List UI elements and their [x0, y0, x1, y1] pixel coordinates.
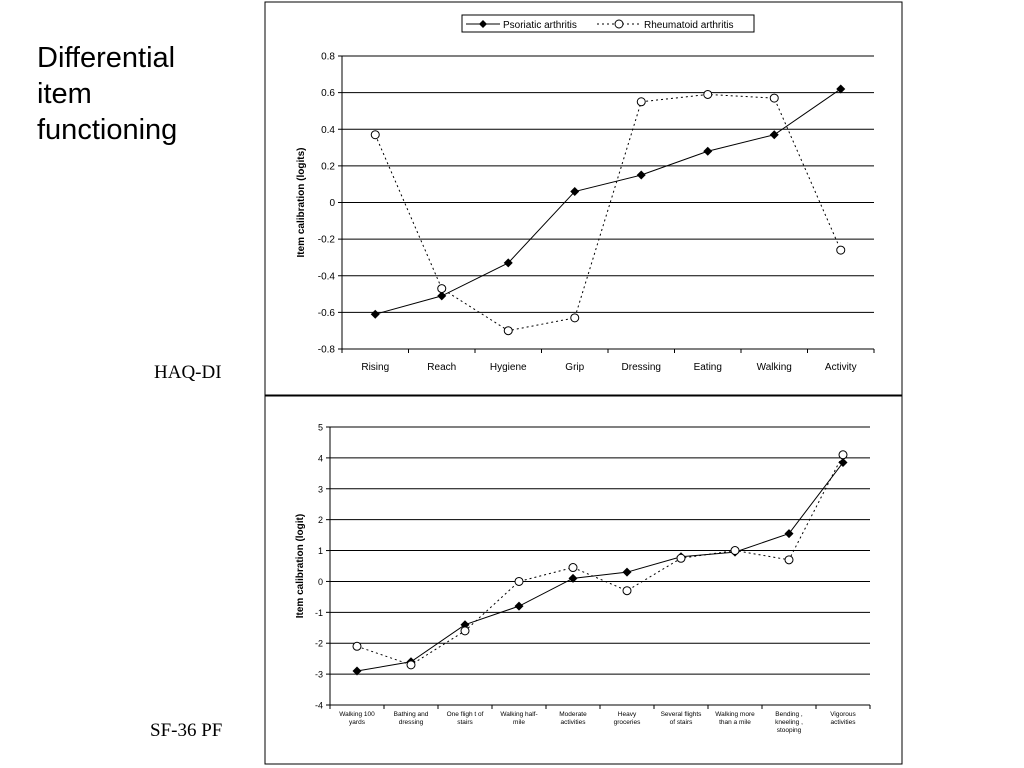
chart-1-point-rheumatoid: [370, 130, 380, 140]
legend-circle-marker-icon: [614, 19, 624, 29]
chart-2-point-psoriatic: [622, 567, 632, 577]
chart-1-category-label: Walking: [757, 362, 792, 373]
chart-2-ytick-label: -1: [315, 608, 323, 618]
chart-1-point-rheumatoid: [570, 313, 580, 323]
chart-2-point-psoriatic: [568, 573, 578, 583]
chart-1-ytick-label: -0.8: [318, 345, 336, 356]
chart-2-point-rheumatoid: [784, 555, 794, 565]
chart-1-point-psoriatic: [503, 258, 513, 268]
chart-1-point-psoriatic: [636, 170, 646, 180]
slide-title-line-1: Differential: [37, 42, 176, 74]
chart-2-point-rheumatoid: [460, 626, 470, 636]
chart-2-point-rheumatoid: [352, 641, 362, 651]
chart-1-point-rheumatoid: [836, 245, 846, 255]
chart-2-ytick-label: -4: [315, 701, 323, 711]
chart-2-point-rheumatoid: [514, 576, 524, 586]
chart-1-category-label: Hygiene: [490, 362, 527, 373]
chart-1-y-axis-label: Item calibration (logits): [296, 147, 307, 257]
chart-frame-sf36-pf: [264, 395, 903, 765]
chart-1-point-psoriatic: [570, 187, 580, 197]
chart-1-point-rheumatoid: [769, 93, 779, 103]
chart-2-category-label: Walking more than a mile: [715, 711, 755, 726]
chart-2-category-label: Bending , kneeling , stooping: [775, 711, 803, 734]
chart-1-category-label: Activity: [825, 362, 857, 373]
legend-label-rheumatoid: Rheumatoid arthritis: [644, 20, 733, 31]
chart-1-point-rheumatoid: [636, 97, 646, 107]
slide-title-line-3: functioning: [37, 114, 178, 146]
chart-1-ytick-label: 0.4: [321, 125, 335, 136]
chart-2-point-rheumatoid: [568, 563, 578, 573]
chart-1-ytick-label: 0: [329, 198, 335, 209]
chart-2-ytick-label: 5: [318, 423, 323, 433]
chart-2-point-rheumatoid: [730, 546, 740, 556]
chart-2-point-rheumatoid: [676, 553, 686, 563]
chart-1-point-psoriatic: [437, 291, 447, 301]
legend-label-psoriatic: Psoriatic arthritis: [503, 20, 577, 31]
chart-1-point-psoriatic: [703, 146, 713, 156]
chart-2-ytick-label: 3: [318, 484, 323, 494]
chart-2-category-label: Walking half-mile: [500, 711, 537, 726]
chart-label-haq-di: HAQ-DI: [154, 362, 222, 383]
chart-2-ytick-label: 1: [318, 546, 323, 556]
chart-2-ytick-label: -2: [315, 639, 323, 649]
chart-1-point-rheumatoid: [703, 89, 713, 99]
chart-1-point-psoriatic: [769, 130, 779, 140]
chart-2-category-label: Walking 100 yards: [339, 711, 375, 726]
slide-title-line-2: item: [37, 78, 92, 110]
chart-2-point-psoriatic: [514, 601, 524, 611]
chart-2-category-label: One fligh t of stairs: [447, 711, 484, 726]
chart-2-point-psoriatic: [784, 529, 794, 539]
chart-1-ytick-label: -0.6: [318, 308, 336, 319]
chart-2-point-rheumatoid: [406, 660, 416, 670]
chart-1-ytick-label: 0.6: [321, 88, 335, 99]
chart-2-category-label: Bathing and dressing: [394, 711, 429, 726]
legend-diamond-marker-icon: [479, 20, 487, 28]
chart-1-ytick-label: 0.2: [321, 161, 335, 172]
chart-2-ytick-label: -3: [315, 670, 323, 680]
chart-1-point-psoriatic: [370, 309, 380, 319]
chart-1-category-label: Dressing: [622, 362, 661, 373]
chart-1-ytick-label: -0.2: [318, 235, 336, 246]
chart-2-category-label: Several flights of stairs: [661, 711, 703, 726]
chart-1-series-line-rheumatoid: [374, 93, 842, 332]
chart-2-point-psoriatic: [352, 666, 362, 676]
chart-2-ytick-label: 4: [318, 453, 323, 463]
chart-2-category-label: Moderate activities: [559, 711, 587, 726]
chart-label-sf36-pf: SF-36 PF: [150, 720, 223, 741]
chart-2-series-line-rheumatoid: [356, 454, 844, 666]
chart-1-ytick-label: 0.8: [321, 52, 335, 63]
chart-1-ytick-label: -0.4: [318, 271, 336, 282]
chart-1-point-psoriatic: [836, 84, 846, 94]
chart-2-ytick-label: 0: [318, 577, 323, 587]
chart-2-point-psoriatic: [838, 458, 848, 468]
chart-1-category-label: Rising: [361, 362, 389, 373]
chart-2-y-axis-label: Item calibration (logit): [295, 514, 306, 618]
chart-2-series-line-psoriatic: [356, 462, 844, 672]
chart-2-category-label: Heavy groceries: [614, 711, 641, 726]
chart-1-series-line-psoriatic: [375, 88, 842, 315]
chart-1-point-rheumatoid: [437, 284, 447, 294]
chart-frame-haq-di: [264, 1, 903, 396]
chart-2-point-psoriatic: [460, 620, 470, 630]
legend: Psoriatic arthritis Rheumatoid arthritis: [461, 14, 755, 33]
chart-2-ytick-label: 2: [318, 515, 323, 525]
chart-1-point-rheumatoid: [503, 326, 513, 336]
chart-1-category-label: Grip: [565, 362, 584, 373]
chart-2-point-rheumatoid: [838, 450, 848, 460]
chart-2-point-rheumatoid: [622, 586, 632, 596]
chart-1-category-label: Eating: [694, 362, 722, 373]
chart-2-category-label: Vigorous activities: [830, 711, 856, 726]
chart-1-category-label: Reach: [427, 362, 456, 373]
slide-title: Differential item functioning: [37, 40, 257, 148]
